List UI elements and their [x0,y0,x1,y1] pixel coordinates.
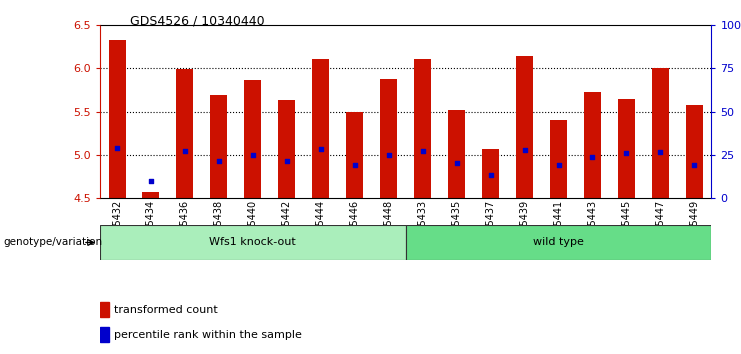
Point [111,145,123,151]
Bar [279,100,296,198]
Point [416,148,428,153]
Point [654,149,666,155]
Bar [100,225,406,260]
Bar [652,68,669,198]
Text: GDS4526 / 10340440: GDS4526 / 10340440 [130,14,265,27]
Bar [312,59,329,198]
Bar [245,80,262,198]
Bar [516,56,533,198]
Point [213,158,225,164]
Point [349,162,361,168]
Bar [482,149,499,198]
Point [451,160,462,166]
Point [485,172,496,178]
Bar [100,302,110,317]
Point [247,152,259,158]
Text: Wfs1 knock-out: Wfs1 knock-out [210,238,296,247]
Text: percentile rank within the sample: percentile rank within the sample [114,330,302,339]
Text: genotype/variation: genotype/variation [4,238,103,247]
Bar [414,59,431,198]
Point [620,150,632,156]
Text: transformed count: transformed count [114,305,218,315]
Bar [142,192,159,198]
Bar [584,92,601,198]
Bar [108,40,125,198]
Point [553,162,565,168]
Point [145,178,157,184]
Bar [618,98,635,198]
Bar [550,120,567,198]
Bar [380,79,397,198]
Point [519,147,531,153]
Point [688,162,700,168]
Bar [406,225,711,260]
Bar [176,69,193,198]
Bar [210,95,227,198]
Bar [686,105,703,198]
Bar [346,112,363,198]
Point [281,158,293,164]
Text: wild type: wild type [533,238,584,247]
Bar [100,327,110,342]
Point [179,148,191,153]
Point [587,155,599,160]
Point [315,146,327,152]
Bar [448,110,465,198]
Point [383,152,395,158]
